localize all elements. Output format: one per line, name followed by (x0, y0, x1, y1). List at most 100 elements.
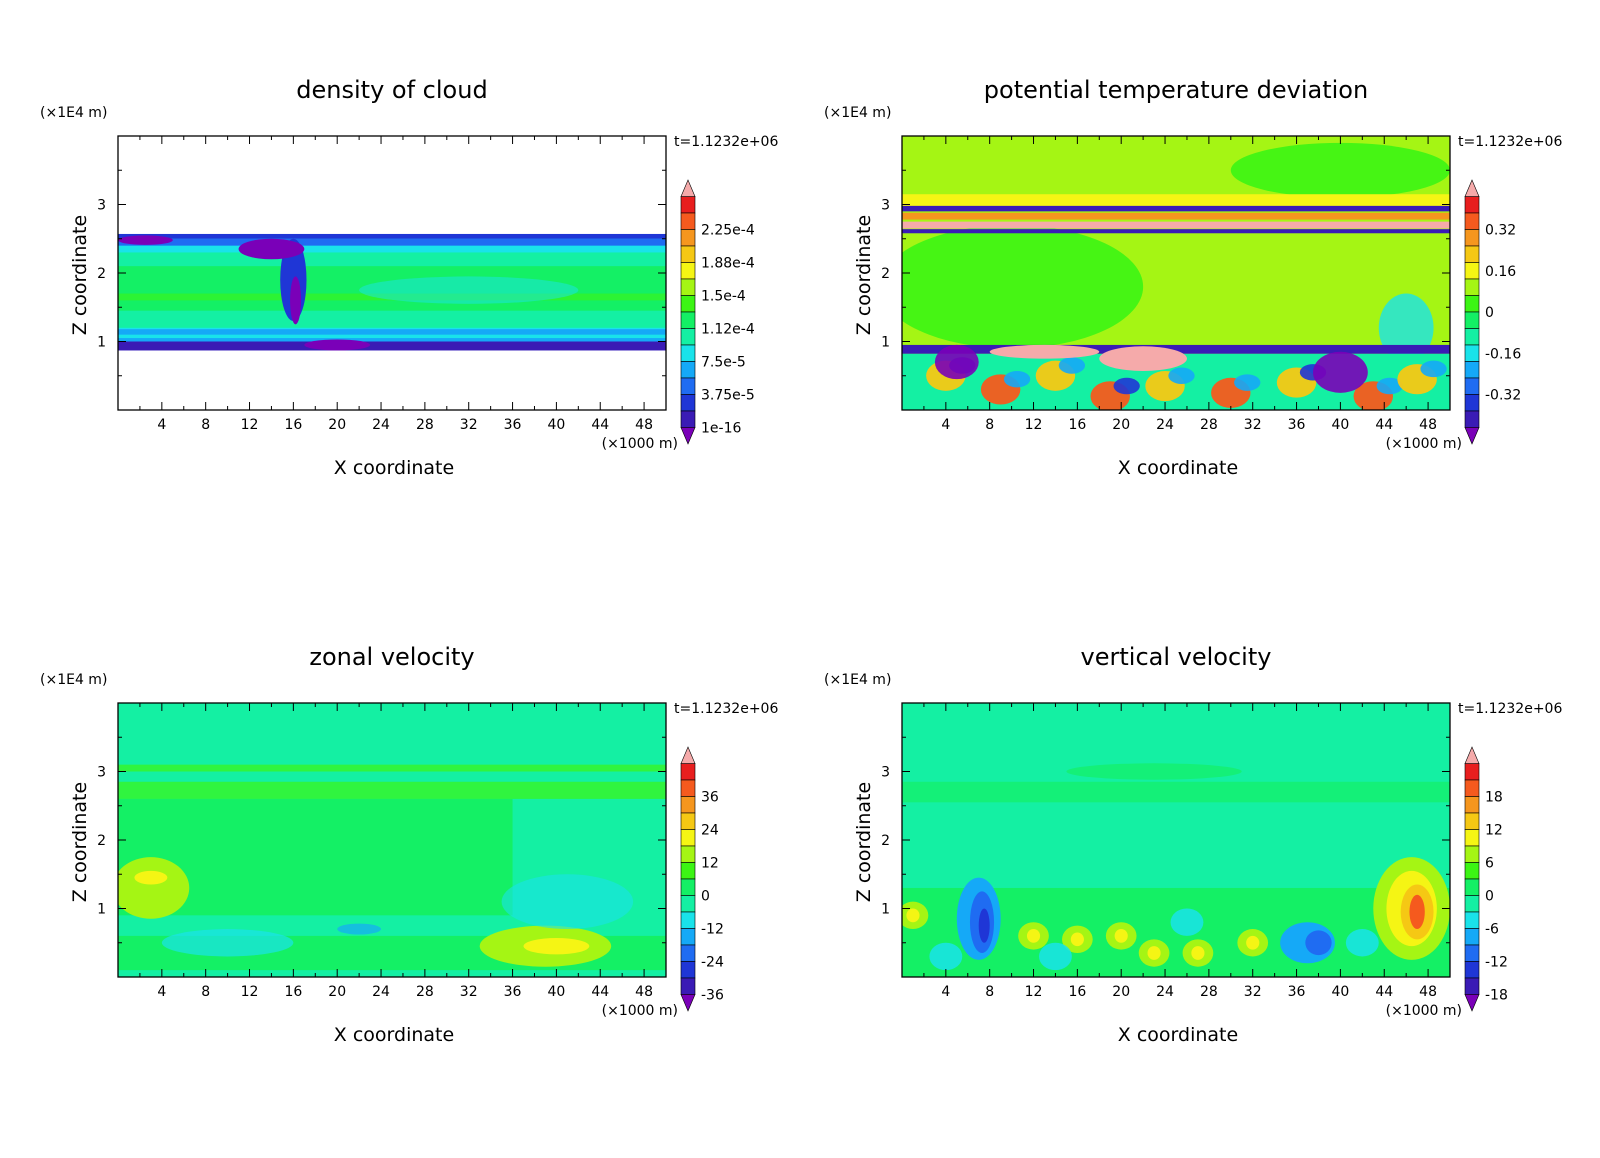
colorbar-label: -36 (701, 988, 724, 1004)
y-unit-label: (×1E4 m) (40, 672, 107, 688)
y-tick-label: 3 (97, 198, 106, 214)
colorbar-label: 12 (701, 856, 719, 872)
x-tick-label: 36 (504, 984, 522, 1000)
x-tick-label: 28 (1200, 984, 1218, 1000)
y-axis-label: Z coordinate (853, 215, 875, 335)
y-tick-label: 1 (97, 902, 106, 918)
chart-panel-4: vertical velocity(×1E4 m)t=1.1232e+064 8 1… (824, 643, 1562, 1046)
colorbar-label: 1.88e-4 (701, 256, 755, 272)
field-band (902, 212, 1450, 220)
colorbar-segment (1464, 278, 1480, 296)
colorbar-segment (1464, 779, 1480, 797)
colorbar-segment (1464, 845, 1480, 863)
x-axis-label: X coordinate (1118, 457, 1238, 479)
y-tick-label: 3 (97, 765, 106, 781)
field-band (902, 194, 1450, 208)
colorbar-label: 1e-16 (701, 421, 741, 437)
field-band (902, 344, 1450, 354)
colorbar-segment (1464, 245, 1480, 263)
colorbar-label: -0.16 (1485, 346, 1521, 362)
x-tick-label: 20 (1112, 984, 1130, 1000)
x-tick-label: 32 (1244, 984, 1262, 1000)
colorbar-segment (1464, 862, 1480, 880)
field-patch (161, 929, 294, 957)
field-patch (1026, 929, 1041, 943)
colorbar: 36 24 12 0 -12 -24 -36 (680, 746, 724, 1012)
field-patch (1234, 374, 1261, 391)
colorbar-segment (1464, 410, 1480, 428)
colorbar-segment (680, 812, 696, 830)
x-tick-label: 24 (372, 417, 390, 433)
x-tick-label: 44 (1375, 984, 1393, 1000)
field-patch (1039, 942, 1072, 971)
field-patch (1305, 930, 1332, 956)
y-tick-label: 2 (97, 266, 106, 282)
time-label: t=1.1232e+06 (1458, 134, 1562, 150)
chart-panel-1: density of cloud(×1E4 m)t=1.1232e+064 8 12… (40, 76, 778, 479)
field-patch (1113, 377, 1140, 395)
field-patch (1313, 351, 1368, 393)
colorbar-segment (680, 361, 696, 379)
x-tick-label: 28 (1200, 417, 1218, 433)
x-tick-label: 20 (1112, 417, 1130, 433)
y-unit-label: (×1E4 m) (824, 672, 891, 688)
colorbar-segment (680, 796, 696, 814)
colorbar-label: 1.5e-4 (701, 289, 746, 305)
colorbar-bottom-arrow (1464, 427, 1480, 445)
colorbar-segment (1464, 229, 1480, 247)
colorbar-segment (680, 911, 696, 929)
colorbar-segment (1464, 829, 1480, 847)
colorbar-label: 0 (1485, 889, 1494, 905)
colorbar-segment (680, 344, 696, 362)
y-axis-label: Z coordinate (69, 782, 91, 902)
x-unit-label: (×1000 m) (1386, 1003, 1462, 1019)
field-band (118, 764, 666, 772)
colorbar-segment (1464, 295, 1480, 313)
colorbar-label: -0.32 (1485, 388, 1521, 404)
colorbar-segment (1464, 196, 1480, 214)
x-tick-label: 8 (985, 984, 994, 1000)
colorbar-segment (1464, 895, 1480, 913)
y-tick-label: 1 (881, 902, 890, 918)
time-label: t=1.1232e+06 (674, 701, 778, 717)
colorbar-label: -18 (1485, 988, 1508, 1004)
colorbar-label: 0 (1485, 305, 1494, 321)
colorbar-label: 0.32 (1485, 223, 1516, 239)
time-label: t=1.1232e+06 (1458, 701, 1562, 717)
chart-panel-2: potential temperature deviation (×1E4 m) t… (824, 76, 1562, 479)
colorbar-segment (680, 895, 696, 913)
colorbar-label: 0 (701, 889, 710, 905)
colorbar-segment (1464, 977, 1480, 995)
x-axis-label: X coordinate (334, 457, 454, 479)
field-patch (1066, 763, 1242, 780)
field-patch (523, 937, 590, 955)
field-patch (1246, 935, 1260, 950)
colorbar-label: -6 (1485, 922, 1499, 938)
x-tick-label: 40 (1331, 984, 1349, 1000)
x-tick-label: 20 (328, 417, 346, 433)
field-patch (1003, 370, 1031, 388)
colorbar-segment (1464, 394, 1480, 412)
y-tick-label: 2 (881, 833, 890, 849)
field-patch (1409, 894, 1425, 930)
field-patch (290, 276, 302, 325)
x-tick-label: 24 (1156, 417, 1174, 433)
colorbar-segment (680, 944, 696, 962)
y-unit-label: (×1E4 m) (40, 105, 107, 121)
field-patch (1114, 929, 1128, 943)
field-patch (934, 344, 979, 380)
field-patch (1191, 946, 1205, 960)
colorbar-segment (680, 410, 696, 428)
colorbar-segment (1464, 212, 1480, 230)
field-patch (1099, 346, 1187, 371)
x-tick-label: 44 (591, 417, 609, 433)
x-axis-label: X coordinate (1118, 1024, 1238, 1046)
x-tick-label: 44 (591, 984, 609, 1000)
colorbar-segment (680, 829, 696, 847)
field-patch (1070, 932, 1084, 947)
colorbar-bottom-arrow (680, 427, 696, 445)
x-tick-label: 48 (635, 417, 653, 433)
x-tick-label: 32 (460, 417, 478, 433)
x-tick-label: 28 (416, 984, 434, 1000)
